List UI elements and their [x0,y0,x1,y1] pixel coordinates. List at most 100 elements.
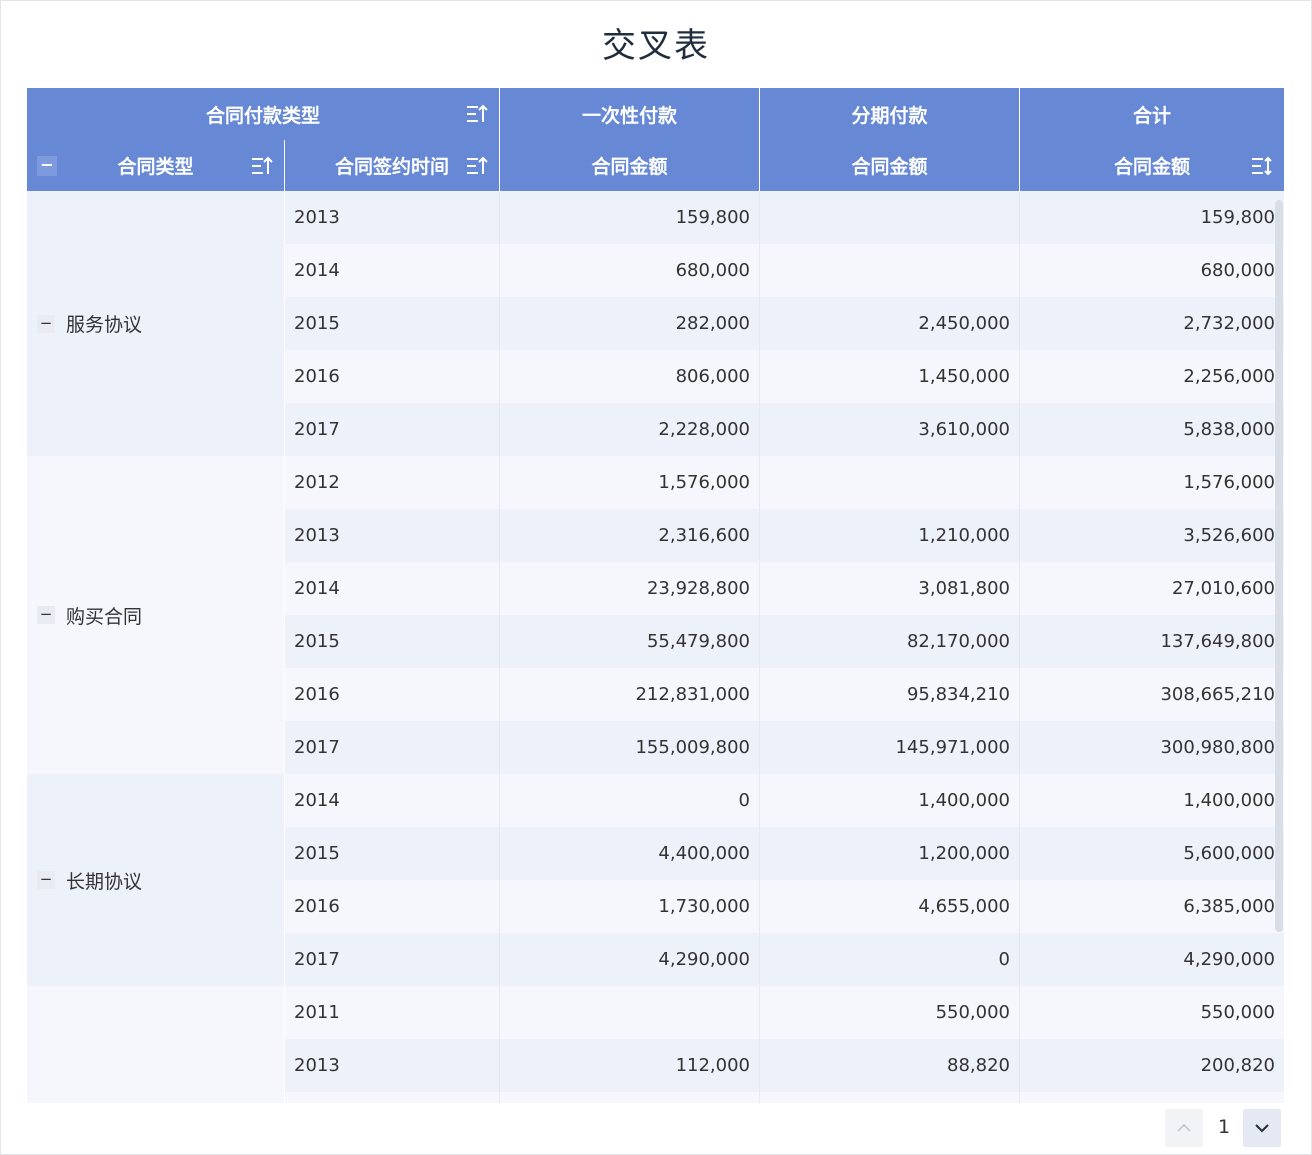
year-cell: 2014 [285,774,500,827]
lump-sum-cell: 4,400,000 [500,827,760,880]
year-cell: 2015 [285,297,500,350]
table-row: 2013 112,000 88,820 200,820 [285,1039,1284,1092]
collapse-group-icon[interactable]: − [37,314,55,333]
installment-cell: 145,971,000 [760,721,1020,774]
total-cell: 1,400,000 [1183,790,1275,811]
sort-ascending-icon[interactable] [465,102,489,126]
table-row: 2013 2,316,600 1,210,000 3,526,600 [285,509,1284,562]
year-cell: 2017 [285,721,500,774]
table-row: 2012 1,576,000 1,576,000 [285,456,1284,509]
year-cell: 2014 [285,562,500,615]
table-row [285,1092,1284,1103]
year-cell [285,1092,500,1103]
lump-sum-cell: 159,800 [500,191,760,244]
year-cell: 2015 [285,615,500,668]
lump-sum-cell: 23,928,800 [500,562,760,615]
header-lump-sum: 一次性付款 [500,88,760,140]
table-row: 2016 1,730,000 4,655,000 6,385,000 [285,880,1284,933]
pager-next-button[interactable] [1243,1109,1281,1147]
header-contract-type[interactable]: − 合同类型 [27,140,285,191]
table-row: 2016 212,831,000 95,834,210 308,665,210 [285,668,1284,721]
table-row: 2015 282,000 2,450,000 2,732,000 [285,297,1284,350]
collapse-group-icon[interactable]: − [37,871,55,889]
total-cell: 200,820 [1200,1055,1275,1076]
total-cell [1020,1092,1284,1103]
installment-cell: 1,450,000 [760,350,1020,403]
header-contract-type-label: 合同类型 [117,156,194,178]
header-measure-total[interactable]: 合同金额 [1020,140,1284,191]
collapse-all-icon[interactable]: − [37,155,57,176]
installment-cell: 0 [760,933,1020,986]
sort-toggle-icon[interactable] [1250,154,1274,178]
lump-sum-cell [500,986,760,1039]
year-cell: 2017 [285,933,500,986]
lump-sum-cell: 806,000 [500,350,760,403]
total-cell: 6,385,000 [1183,896,1275,917]
group-label: 服务协议 [66,314,143,336]
lump-sum-cell: 4,290,000 [500,933,760,986]
vertical-scrollbar[interactable] [1275,200,1283,932]
total-cell: 137,649,800 [1160,631,1275,652]
table-body[interactable]: − 服务协议 2013 159,800 159,800 2014 680,000 680,00… [27,191,1284,1103]
lump-sum-cell [500,1092,760,1103]
row-group-header [27,986,284,1103]
table-row: 2013 159,800 159,800 [285,191,1284,244]
installment-cell: 88,820 [760,1039,1020,1092]
total-cell: 159,800 [1200,207,1275,228]
group-label: 购买合同 [66,605,143,628]
table-row: 2015 55,479,800 82,170,000 137,649,800 [285,615,1284,668]
total-cell: 300,980,800 [1160,737,1275,758]
table-row: 2014 680,000 680,000 [285,244,1284,297]
pager-current-page: 1 [1217,1116,1231,1138]
header-total: 合计 [1020,88,1284,140]
installment-cell: 1,200,000 [760,827,1020,880]
lump-sum-cell: 55,479,800 [500,615,760,668]
installment-cell: 2,450,000 [760,297,1020,350]
lump-sum-cell: 2,228,000 [500,403,760,456]
header-installment: 分期付款 [760,88,1020,140]
year-cell: 2016 [285,350,500,403]
header-payment-type[interactable]: 合同付款类型 [27,88,500,140]
row-group-header: − 服务协议 [27,191,284,456]
row-group-header: − 购买合同 [27,456,284,774]
header-total-label: 合计 [1132,104,1171,127]
year-cell: 2012 [285,456,500,509]
table-row: 2016 806,000 1,450,000 2,256,000 [285,350,1284,403]
installment-cell: 82,170,000 [760,615,1020,668]
page-title: 交叉表 [602,26,710,66]
installment-cell: 4,655,000 [760,880,1020,933]
row-group-header: − 长期协议 [27,774,284,986]
collapse-group-icon[interactable]: − [37,606,55,624]
chevron-down-icon [1255,1124,1269,1133]
installment-cell: 3,610,000 [760,403,1020,456]
table-row: 2014 23,928,800 3,081,800 27,010,600 [285,562,1284,615]
installment-cell: 1,400,000 [760,774,1020,827]
table-row: 2015 4,400,000 1,200,000 5,600,000 [285,827,1284,880]
header-sign-time[interactable]: 合同签约时间 [285,140,500,191]
pager-prev-button[interactable] [1165,1109,1203,1147]
year-cell: 2016 [285,668,500,721]
total-cell: 2,256,000 [1183,366,1275,387]
lump-sum-cell: 212,831,000 [500,668,760,721]
chevron-up-icon [1177,1123,1191,1132]
sort-ascending-icon[interactable] [250,154,274,178]
installment-cell [760,191,1020,244]
measure-label: 合同金额 [591,156,668,178]
lump-sum-cell: 282,000 [500,297,760,350]
lump-sum-cell: 155,009,800 [500,721,760,774]
lump-sum-cell: 680,000 [500,244,760,297]
table-row: 2017 2,228,000 3,610,000 5,838,000 [285,403,1284,456]
year-cell: 2014 [285,244,500,297]
table-row: 2011 550,000 550,000 [285,986,1284,1039]
measure-label: 合同金额 [1113,156,1190,178]
header-measure-lump-sum: 合同金额 [500,140,760,191]
header-measure-installment: 合同金额 [760,140,1020,191]
sort-ascending-icon[interactable] [465,154,489,178]
lump-sum-cell: 112,000 [500,1039,760,1092]
installment-cell: 95,834,210 [760,668,1020,721]
year-cell: 2013 [285,191,500,244]
installment-cell: 3,081,800 [760,562,1020,615]
header-sign-time-label: 合同签约时间 [334,156,449,178]
year-cell: 2013 [285,1039,500,1092]
total-cell: 680,000 [1200,260,1275,281]
